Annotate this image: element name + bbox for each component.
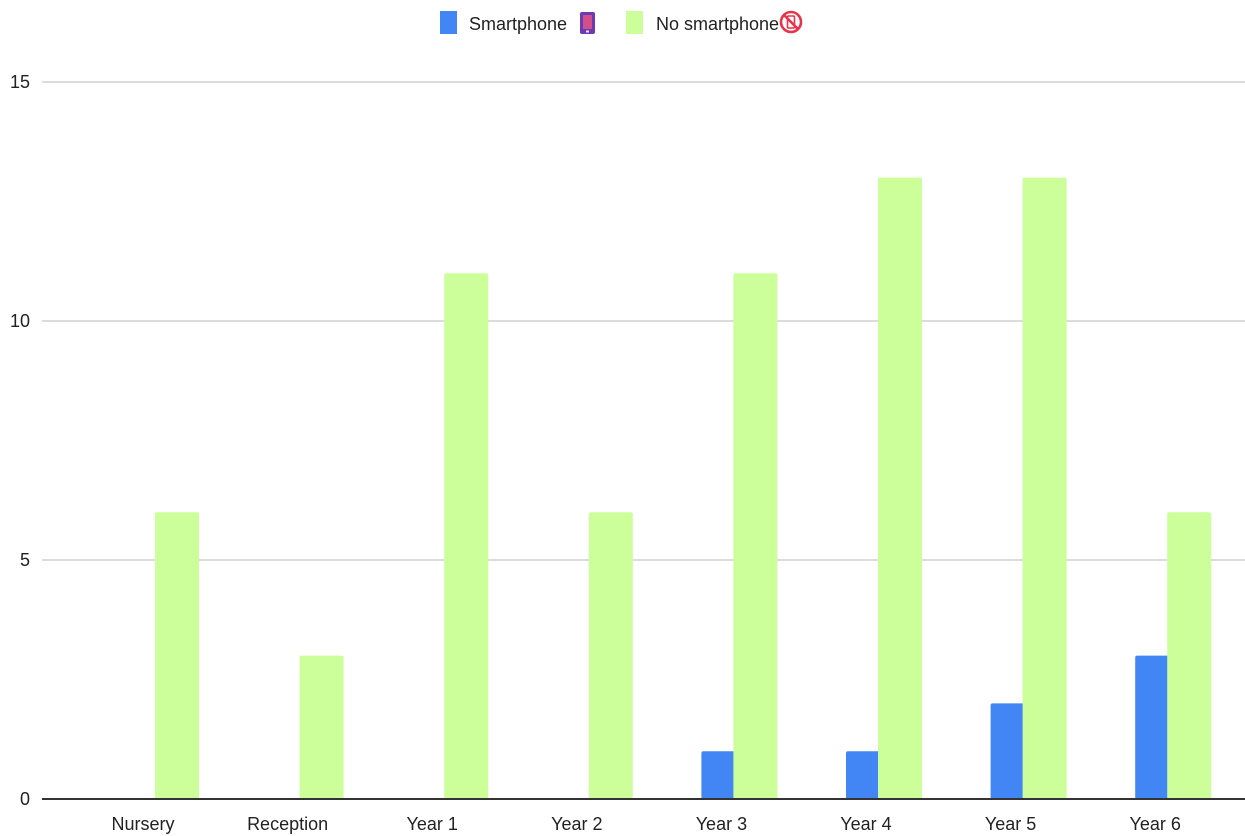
legend-item-no-smartphone: No smartphone xyxy=(626,10,803,34)
bar-no-smartphone-year-1 xyxy=(444,273,489,799)
y-tick-label: 10 xyxy=(10,311,30,331)
legend-label-no-smartphone: No smartphone xyxy=(656,14,779,34)
y-axis-ticks: 0 5 10 15 xyxy=(10,72,30,809)
legend-swatch-smartphone xyxy=(440,11,457,34)
bar-no-smartphone-nursery xyxy=(155,512,199,799)
x-tick-label: Year 2 xyxy=(551,814,602,834)
no-phone-icon xyxy=(779,10,803,34)
x-tick-label: Nursery xyxy=(111,814,174,834)
x-tick-label: Reception xyxy=(247,814,328,834)
bars xyxy=(155,177,1212,800)
x-tick-label: Year 1 xyxy=(407,814,458,834)
legend-swatch-no-smartphone xyxy=(626,11,643,34)
bar-no-smartphone-year-4 xyxy=(878,177,922,800)
bar-no-smartphone-year-3 xyxy=(733,273,778,799)
x-tick-label: Year 3 xyxy=(696,814,747,834)
x-tick-label: Year 6 xyxy=(1130,814,1181,834)
y-tick-label: 15 xyxy=(10,72,30,92)
bar-no-smartphone-reception xyxy=(299,655,344,799)
x-axis-ticks: Nursery Reception Year 1 Year 2 Year 3 Year 4… xyxy=(111,814,1180,834)
legend: Smartphone No smartphone xyxy=(440,10,803,34)
bar-no-smartphone-year-6 xyxy=(1167,512,1212,799)
legend-item-smartphone: Smartphone xyxy=(440,11,595,34)
y-tick-label: 0 xyxy=(20,789,30,809)
bar-no-smartphone-year-2 xyxy=(588,512,633,799)
x-tick-label: Year 4 xyxy=(840,814,891,834)
legend-label-smartphone: Smartphone xyxy=(469,14,567,34)
bar-no-smartphone-year-5 xyxy=(1022,177,1067,800)
x-tick-label: Year 5 xyxy=(985,814,1036,834)
mobile-phone-icon xyxy=(580,12,595,34)
y-tick-label: 5 xyxy=(20,550,30,570)
